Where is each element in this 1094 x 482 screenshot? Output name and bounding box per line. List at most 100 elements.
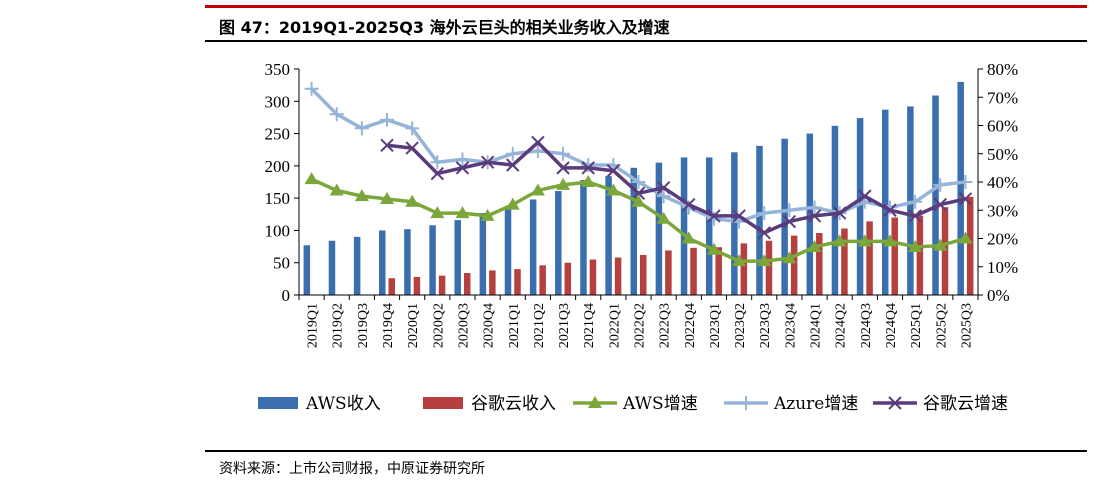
figure-title: 图 47：2019Q1-2025Q3 海外云巨头的相关业务收入及增速 <box>219 18 670 37</box>
google-revenue-bar <box>966 196 974 295</box>
google-growth-point <box>958 192 973 206</box>
left-tick-label: 250 <box>265 125 291 144</box>
x-tick-label: 2025Q2 <box>934 303 949 348</box>
google-growth-point <box>832 206 847 220</box>
google-revenue-bar <box>614 257 622 295</box>
x-tick-label: 2024Q1 <box>809 303 824 348</box>
bottom-rule <box>205 450 1087 452</box>
azure-growth-point <box>933 177 948 192</box>
google-growth-point <box>732 209 746 223</box>
aws-revenue-bar <box>856 118 864 296</box>
x-tick-label: 2024Q3 <box>859 303 874 348</box>
x-tick-label: 2021Q3 <box>557 303 572 348</box>
x-tick-label: 2024Q4 <box>884 303 899 348</box>
aws-growth-point <box>505 197 520 210</box>
legend-google-revenue: 谷歌云收入 <box>423 394 556 414</box>
aws-revenue-bar <box>479 212 487 295</box>
aws-revenue-bar <box>957 81 964 295</box>
aws-revenue-bar <box>303 245 311 295</box>
aws-growth-point <box>304 172 319 185</box>
aws-growth-point <box>606 183 621 196</box>
right-tick-label: 0% <box>987 286 1010 305</box>
google-growth-point <box>606 163 621 178</box>
aws-revenue-bar <box>655 162 663 295</box>
google-revenue-bar <box>489 270 496 295</box>
legend-google-growth: 谷歌云增速 <box>873 394 1008 414</box>
right-tick-label: 40% <box>987 173 1018 192</box>
google-revenue-bar <box>589 259 597 295</box>
aws-growth-point <box>455 206 470 219</box>
right-tick-label: 10% <box>987 258 1018 277</box>
google-revenue-bar <box>438 275 446 295</box>
google-growth-point <box>782 214 797 229</box>
aws-growth-point <box>908 239 923 252</box>
azure-growth-point <box>329 107 344 122</box>
aws-revenue-bar <box>404 229 411 295</box>
google-revenue-bar <box>740 243 748 295</box>
google-growth-point <box>883 203 897 217</box>
top-rule <box>205 5 1087 8</box>
left-tick-label: 100 <box>265 221 291 240</box>
right-tick-label: 70% <box>987 88 1018 107</box>
azure-growth-point <box>807 200 822 215</box>
google-growth-point <box>480 155 495 169</box>
aws-growth-point <box>732 254 747 267</box>
aws-revenue-bar <box>881 109 889 296</box>
left-tick-label: 300 <box>265 92 291 111</box>
x-tick-label: 2023Q3 <box>758 303 773 348</box>
google-revenue-bar <box>715 247 722 295</box>
source-note: 资料来源：上市公司财报，中原证券研究所 <box>219 461 485 477</box>
aws-revenue-bar <box>731 152 738 295</box>
aws-revenue-bar <box>454 220 461 295</box>
azure-growth-point <box>631 175 646 189</box>
x-tick-label: 2019Q1 <box>306 303 321 348</box>
right-tick-label: 30% <box>987 201 1018 220</box>
azure-growth-point <box>530 143 545 158</box>
legend-azure-growth: Azure增速 <box>724 394 858 414</box>
aws-growth-point <box>656 211 671 224</box>
x-tick-label: 2019Q3 <box>356 303 371 348</box>
x-tick-label: 2020Q1 <box>406 303 421 348</box>
aws-revenue-bar <box>529 199 537 295</box>
aws-revenue-bar <box>504 207 512 295</box>
aws-revenue-bar <box>605 176 612 295</box>
x-tick-label: 2025Q3 <box>959 303 974 348</box>
right-tick-label: 50% <box>987 145 1018 164</box>
right-tick-label: 80% <box>987 60 1018 79</box>
aws-revenue-bar <box>680 157 688 295</box>
azure-growth-point <box>354 121 369 136</box>
legend-google-growth-marker <box>888 396 902 410</box>
google-revenue-bar <box>866 221 873 295</box>
azure-growth-point <box>581 158 596 173</box>
google-revenue-bar <box>916 215 924 295</box>
x-tick-label: 2023Q2 <box>733 303 748 348</box>
aws-growth-point <box>631 194 646 207</box>
right-tick-label: 60% <box>987 117 1018 136</box>
aws-revenue-bar <box>907 106 914 295</box>
legend-azure-growth-marker <box>739 396 753 410</box>
x-tick-label: 2020Q4 <box>482 303 497 348</box>
azure-growth-point <box>430 155 445 170</box>
aws-growth-point <box>329 183 344 196</box>
x-tick-label: 2021Q2 <box>532 303 547 348</box>
aws-revenue-bar <box>555 191 562 295</box>
google-revenue-bar <box>690 247 697 295</box>
google-revenue-bar <box>413 276 421 295</box>
google-growth-line <box>386 140 966 235</box>
x-tick-label: 2019Q4 <box>381 303 396 348</box>
aws-revenue-bar <box>429 225 436 295</box>
left-tick-label: 0 <box>282 286 291 305</box>
aws-revenue-bar <box>580 180 587 295</box>
aws-revenue-bar <box>379 230 386 295</box>
aws-growth-point <box>933 238 948 251</box>
aws-growth-point <box>556 177 571 190</box>
google-revenue-bar <box>665 250 672 295</box>
aws-growth-point <box>380 191 395 204</box>
x-tick-label: 2021Q4 <box>582 303 597 348</box>
google-revenue-bar <box>891 217 898 295</box>
aws-growth-point <box>757 254 772 267</box>
azure-growth-point <box>958 175 973 189</box>
legend-aws-revenue: AWS收入 <box>258 394 381 414</box>
aws-growth-point <box>958 231 973 244</box>
legend-google-revenue-label: 谷歌云收入 <box>471 394 556 414</box>
